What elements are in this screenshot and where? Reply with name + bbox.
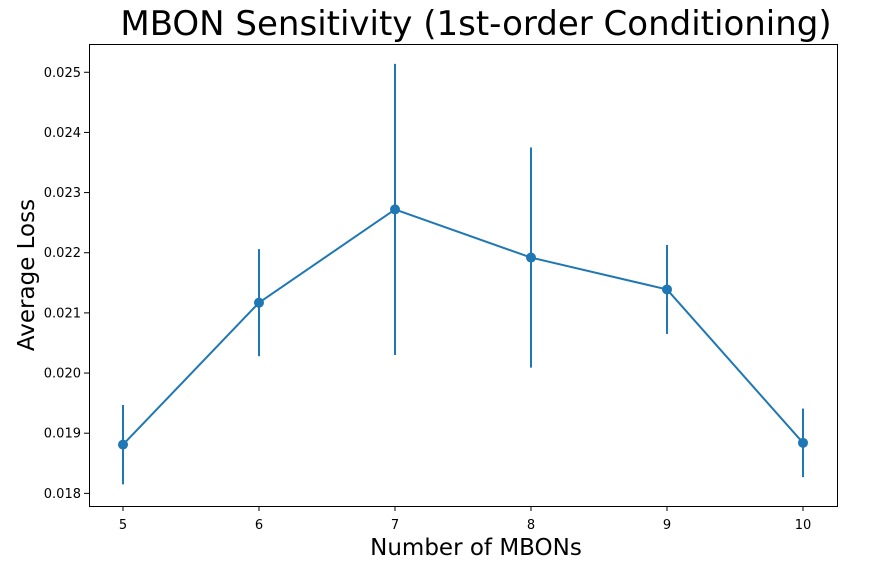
x-axis-title: Number of MBONs: [370, 535, 582, 561]
series-line: [122, 208, 804, 446]
y-tick-label: 0.021: [44, 306, 81, 321]
series-layer: [118, 63, 808, 485]
x-tick-label: 5: [119, 518, 127, 533]
y-axis-title: Average Loss: [14, 199, 40, 351]
y-tick-label: 0.019: [44, 427, 81, 442]
x-tick-label: 9: [663, 518, 671, 533]
y-tick-label: 0.023: [44, 186, 81, 201]
data-point: [526, 252, 536, 263]
plot-area: [89, 44, 838, 507]
y-tick-label: 0.020: [44, 367, 81, 382]
data-point: [662, 284, 672, 295]
data-point: [118, 439, 128, 450]
y-tick-label: 0.025: [44, 66, 81, 81]
data-point: [390, 204, 400, 215]
x-tick-label: 7: [391, 518, 399, 533]
x-tick-label: 10: [795, 518, 812, 533]
x-axis: 5 6 7 8 9 10: [119, 506, 811, 533]
chart-title: MBON Sensitivity (1st-order Conditioning…: [120, 4, 831, 44]
y-tick-label: 0.018: [44, 487, 81, 502]
y-tick-label: 0.022: [44, 246, 81, 261]
data-point: [254, 297, 264, 308]
data-point: [798, 437, 808, 448]
x-tick-label: 8: [527, 518, 535, 533]
y-tick-label: 0.024: [44, 126, 81, 141]
y-axis: 0.018 0.019 0.020 0.021 0.022 0.023 0.024 0.025: [44, 66, 89, 502]
x-tick-label: 6: [255, 518, 263, 533]
